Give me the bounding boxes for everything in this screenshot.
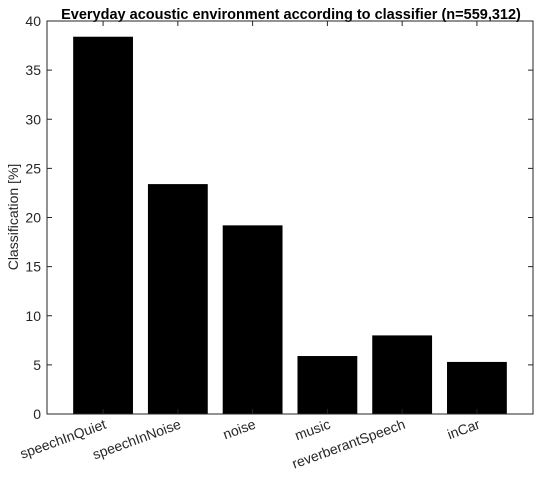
y-tick-label: 30 [25, 111, 41, 127]
x-tick-label: music [293, 416, 333, 444]
bar-speechInNoise [147, 184, 208, 414]
plot-area: 0510152025303540speechInQuietspeechInNoi… [18, 13, 534, 472]
x-tick-label: noise [221, 416, 258, 443]
y-tick-label: 15 [25, 259, 41, 275]
bar-inCar [447, 361, 507, 414]
y-tick-label: 25 [25, 160, 41, 176]
y-tick-label: 35 [25, 62, 41, 78]
chart-title: Everyday acoustic environment according … [61, 7, 521, 23]
y-tick-label: 0 [33, 406, 41, 422]
bar-music [297, 356, 358, 414]
y-tick-label: 5 [33, 357, 41, 373]
bar-speechInQuiet [73, 36, 133, 414]
y-tick-label: 20 [25, 210, 41, 226]
x-tick-label: inCar [445, 416, 482, 443]
bar-noise [222, 225, 283, 414]
y-tick-label: 40 [25, 13, 41, 29]
y-tick-label: 10 [25, 308, 41, 324]
bar-reverberantSpeech [372, 335, 433, 414]
y-axis-label: Classification [%] [5, 164, 21, 271]
